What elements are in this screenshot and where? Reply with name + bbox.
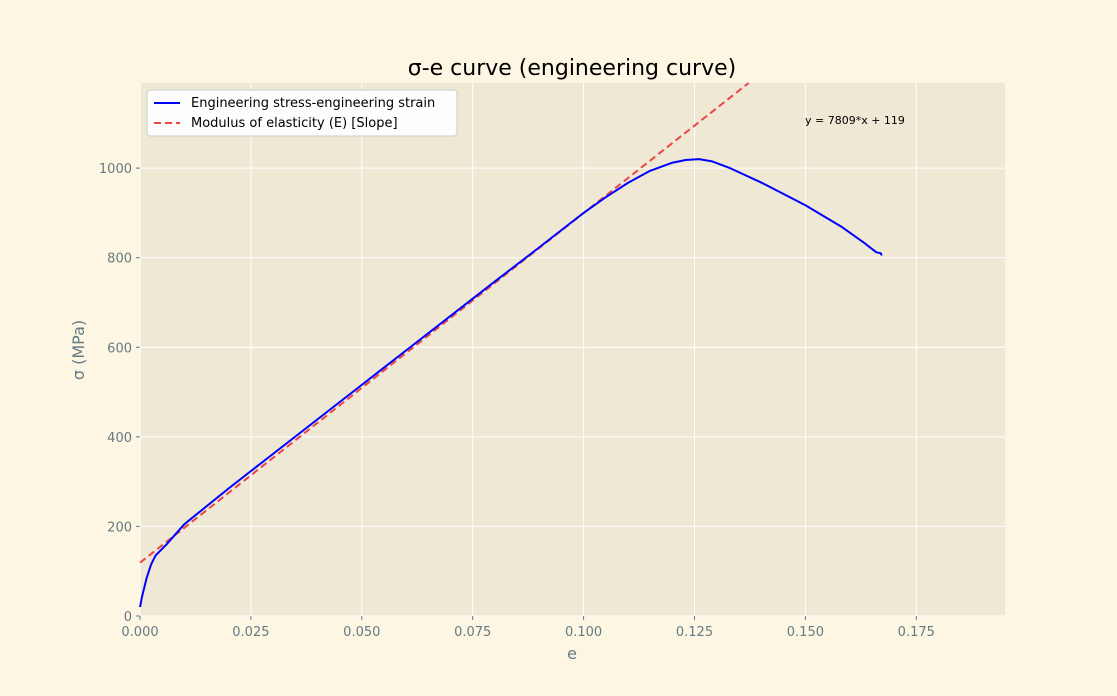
plot-background xyxy=(140,83,1005,616)
x-axis-label: e xyxy=(567,644,577,663)
legend-label-engineering: Engineering stress-engineering strain xyxy=(191,96,435,111)
equation-annotation: y = 7809*x + 119 xyxy=(805,114,905,127)
x-tick-label: 0.175 xyxy=(898,625,935,640)
x-axis-ticks: 0.000 0.025 0.050 0.075 0.100 0.125 0.150 0.175 xyxy=(121,616,935,640)
x-tick-label: 0.150 xyxy=(787,625,824,640)
y-tick-label: 200 xyxy=(107,520,132,535)
chart-title: σ-e curve (engineering curve) xyxy=(408,56,736,81)
y-tick-label: 1000 xyxy=(99,162,132,177)
x-tick-label: 0.050 xyxy=(343,625,380,640)
y-axis-label: σ (MPa) xyxy=(69,320,88,380)
modulus-line xyxy=(139,82,750,564)
legend-label-modulus: Modulus of elasticity (E) [Slope] xyxy=(191,116,398,131)
stress-strain-line xyxy=(139,158,883,608)
grid xyxy=(139,83,1005,617)
series-layer xyxy=(139,82,883,608)
x-tick-label: 0.000 xyxy=(121,625,158,640)
y-axis-ticks: 0 200 400 600 800 1000 xyxy=(99,162,140,625)
legend: Engineering stress-engineering strain Mo… xyxy=(146,89,458,137)
legend-box xyxy=(146,89,458,137)
y-tick-label: 800 xyxy=(107,252,132,267)
y-tick-label: 0 xyxy=(124,610,132,625)
x-tick-label: 0.125 xyxy=(676,625,713,640)
x-tick-label: 0.100 xyxy=(565,625,602,640)
y-tick-label: 400 xyxy=(107,431,132,446)
x-tick-label: 0.025 xyxy=(232,625,269,640)
x-tick-label: 0.075 xyxy=(454,625,491,640)
y-tick-label: 600 xyxy=(107,341,132,356)
